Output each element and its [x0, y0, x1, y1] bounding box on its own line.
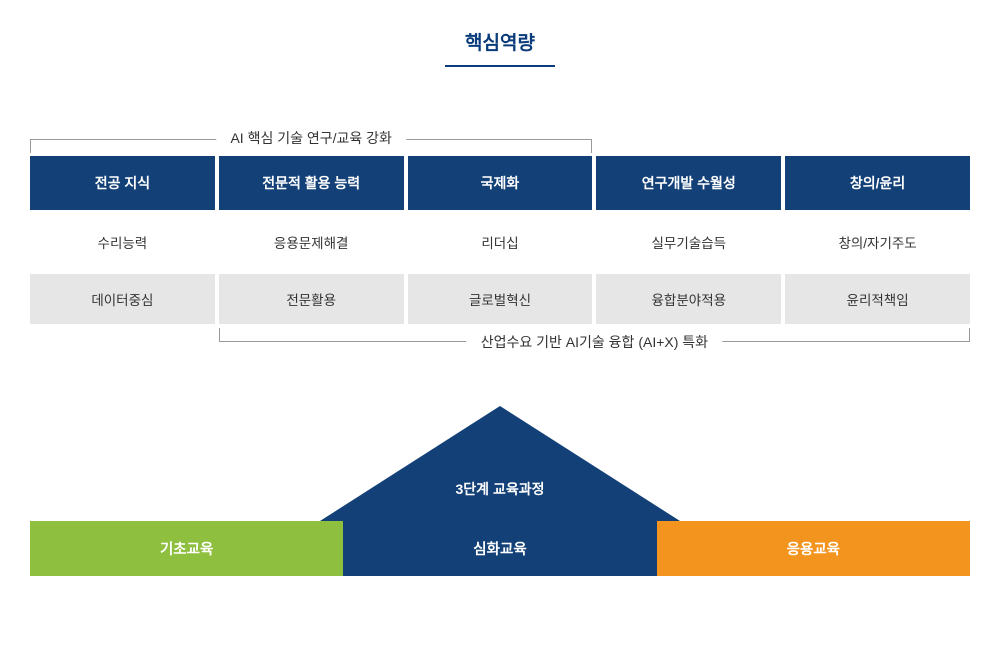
top-bracket: AI 핵심 기술 연구/교육 강화	[30, 120, 970, 156]
page-title: 핵심역량	[0, 0, 1000, 55]
header-cell: 전문적 활용 능력	[219, 156, 404, 210]
row2-cell: 창의/자기주도	[785, 214, 970, 270]
row2-cell: 실무기술습득	[596, 214, 781, 270]
row3-cell: 윤리적책임	[785, 274, 970, 324]
row3-cell: 융합분야적용	[596, 274, 781, 324]
stage-applied: 응용교육	[657, 521, 970, 576]
stages-row: 기초교육 심화교육 응용교육	[30, 521, 970, 576]
competency-grid: 전공 지식 전문적 활용 능력 국제화 연구개발 수월성 창의/윤리 수리능력 …	[30, 156, 970, 324]
row2-cell: 수리능력	[30, 214, 215, 270]
diagram-content: AI 핵심 기술 연구/교육 강화 전공 지식 전문적 활용 능력 국제화 연구…	[30, 120, 970, 576]
row3-cell: 글로벌혁신	[408, 274, 593, 324]
pyramid-label: 3단계 교육과정	[456, 479, 545, 499]
row2-cell: 응용문제해결	[219, 214, 404, 270]
header-cell: 국제화	[408, 156, 593, 210]
stage-basic: 기초교육	[30, 521, 343, 576]
row3-cell: 데이터중심	[30, 274, 215, 324]
top-bracket-label: AI 핵심 기술 연구/교육 강화	[216, 128, 405, 148]
row3-cell: 전문활용	[219, 274, 404, 324]
bottom-bracket: 산업수요 기반 AI기술 융합 (AI+X) 특화	[30, 324, 970, 364]
bottom-bracket-label: 산업수요 기반 AI기술 융합 (AI+X) 특화	[467, 332, 722, 352]
row2-cell: 리더십	[408, 214, 593, 270]
header-cell: 연구개발 수월성	[596, 156, 781, 210]
stage-advanced: 심화교육	[343, 521, 656, 576]
header-cell: 전공 지식	[30, 156, 215, 210]
pyramid-triangle	[320, 406, 680, 521]
header-cell: 창의/윤리	[785, 156, 970, 210]
title-underline	[445, 65, 555, 67]
pyramid: 3단계 교육과정	[30, 406, 970, 521]
